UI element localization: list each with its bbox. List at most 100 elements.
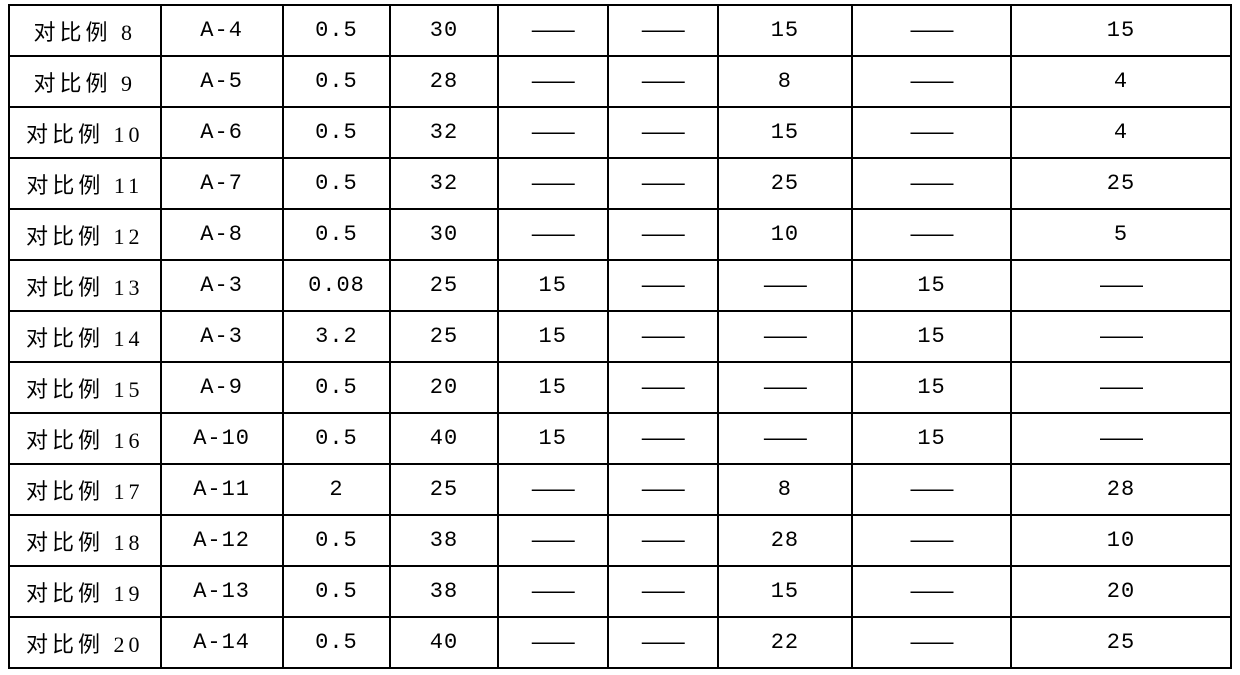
cell: —— xyxy=(852,617,1011,668)
cell: —— xyxy=(852,107,1011,158)
cell: A-6 xyxy=(161,107,283,158)
cell: 25 xyxy=(718,158,852,209)
row-label: 对比例 17 xyxy=(9,464,161,515)
row-label: 对比例 16 xyxy=(9,413,161,464)
cell: —— xyxy=(498,464,608,515)
cell: 25 xyxy=(1011,617,1231,668)
cell: 0.5 xyxy=(283,362,391,413)
cell: 15 xyxy=(852,260,1011,311)
table-row: 对比例 14A-33.22515————15—— xyxy=(9,311,1231,362)
cell: 0.5 xyxy=(283,617,391,668)
cell: 4 xyxy=(1011,107,1231,158)
table-row: 对比例 18A-120.538————28——10 xyxy=(9,515,1231,566)
cell: 15 xyxy=(1011,5,1231,56)
cell: A-11 xyxy=(161,464,283,515)
row-label: 对比例 12 xyxy=(9,209,161,260)
cell: —— xyxy=(608,515,718,566)
cell: —— xyxy=(498,566,608,617)
cell: —— xyxy=(718,362,852,413)
cell: —— xyxy=(718,413,852,464)
cell: —— xyxy=(608,56,718,107)
cell: —— xyxy=(1011,362,1231,413)
cell: 15 xyxy=(718,566,852,617)
cell: 0.5 xyxy=(283,566,391,617)
row-label: 对比例 10 xyxy=(9,107,161,158)
cell: —— xyxy=(608,107,718,158)
cell: —— xyxy=(608,311,718,362)
cell: 30 xyxy=(390,209,498,260)
cell: —— xyxy=(498,56,608,107)
cell: 28 xyxy=(390,56,498,107)
cell: 15 xyxy=(718,107,852,158)
row-label: 对比例 11 xyxy=(9,158,161,209)
cell: —— xyxy=(498,617,608,668)
cell: —— xyxy=(608,566,718,617)
table-row: 对比例 15A-90.52015————15—— xyxy=(9,362,1231,413)
cell: A-13 xyxy=(161,566,283,617)
cell: A-5 xyxy=(161,56,283,107)
cell: —— xyxy=(608,158,718,209)
row-label: 对比例 18 xyxy=(9,515,161,566)
cell: 30 xyxy=(390,5,498,56)
table-container: 对比例 8A-40.530————15——15对比例 9A-50.528————… xyxy=(0,0,1240,673)
cell: A-9 xyxy=(161,362,283,413)
table-row: 对比例 11A-70.532————25——25 xyxy=(9,158,1231,209)
cell: 25 xyxy=(1011,158,1231,209)
cell: 25 xyxy=(390,260,498,311)
row-label: 对比例 20 xyxy=(9,617,161,668)
cell: 40 xyxy=(390,413,498,464)
data-table: 对比例 8A-40.530————15——15对比例 9A-50.528————… xyxy=(8,4,1232,669)
cell: 0.5 xyxy=(283,515,391,566)
table-row: 对比例 17A-11225————8——28 xyxy=(9,464,1231,515)
cell: —— xyxy=(608,209,718,260)
cell: 25 xyxy=(390,464,498,515)
cell: 28 xyxy=(718,515,852,566)
cell: 10 xyxy=(718,209,852,260)
cell: 0.5 xyxy=(283,107,391,158)
cell: —— xyxy=(608,617,718,668)
cell: 15 xyxy=(852,311,1011,362)
cell: —— xyxy=(608,362,718,413)
cell: 38 xyxy=(390,515,498,566)
cell: 5 xyxy=(1011,209,1231,260)
cell: —— xyxy=(852,464,1011,515)
cell: 0.5 xyxy=(283,56,391,107)
cell: —— xyxy=(608,413,718,464)
cell: A-10 xyxy=(161,413,283,464)
cell: 22 xyxy=(718,617,852,668)
row-label: 对比例 19 xyxy=(9,566,161,617)
cell: 10 xyxy=(1011,515,1231,566)
cell: A-4 xyxy=(161,5,283,56)
cell: A-14 xyxy=(161,617,283,668)
cell: 20 xyxy=(1011,566,1231,617)
cell: 15 xyxy=(498,260,608,311)
row-label: 对比例 15 xyxy=(9,362,161,413)
cell: 8 xyxy=(718,464,852,515)
cell: 32 xyxy=(390,158,498,209)
cell: —— xyxy=(1011,260,1231,311)
cell: 15 xyxy=(498,311,608,362)
cell: —— xyxy=(498,107,608,158)
cell: —— xyxy=(1011,413,1231,464)
cell: —— xyxy=(498,515,608,566)
row-label: 对比例 13 xyxy=(9,260,161,311)
cell: 15 xyxy=(498,362,608,413)
cell: —— xyxy=(608,5,718,56)
cell: 40 xyxy=(390,617,498,668)
cell: 0.5 xyxy=(283,413,391,464)
cell: 0.5 xyxy=(283,158,391,209)
cell: A-3 xyxy=(161,311,283,362)
cell: —— xyxy=(852,209,1011,260)
row-label: 对比例 14 xyxy=(9,311,161,362)
cell: 20 xyxy=(390,362,498,413)
cell: A-8 xyxy=(161,209,283,260)
cell: 8 xyxy=(718,56,852,107)
cell: —— xyxy=(498,158,608,209)
table-row: 对比例 16A-100.54015————15—— xyxy=(9,413,1231,464)
table-row: 对比例 20A-140.540————22——25 xyxy=(9,617,1231,668)
cell: 2 xyxy=(283,464,391,515)
cell: 4 xyxy=(1011,56,1231,107)
cell: 0.5 xyxy=(283,5,391,56)
cell: —— xyxy=(718,260,852,311)
cell: —— xyxy=(852,56,1011,107)
